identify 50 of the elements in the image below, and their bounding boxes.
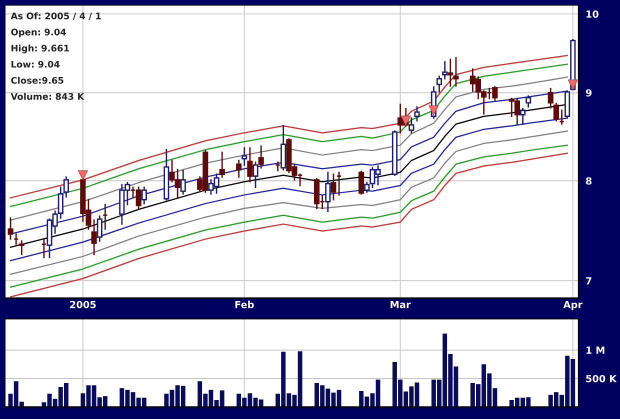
line-series <box>10 117 568 262</box>
candlestick <box>442 61 448 80</box>
candlestick <box>236 160 242 178</box>
annotation: Open: 9.04 <box>11 28 66 38</box>
x-tick-label: Mar <box>390 300 411 308</box>
candlestick <box>219 152 225 178</box>
candlestick <box>553 102 559 122</box>
y-tick-label: 9 <box>586 89 592 97</box>
annotation: As Of: 2005 / 4 / 1 <box>10 12 101 20</box>
candlestick <box>63 176 69 198</box>
candlestick <box>280 125 286 170</box>
y-tick-label: 500 K <box>586 374 617 382</box>
annotation: High: 9.661 <box>12 44 69 54</box>
annotation: Low: 9.04 <box>12 60 60 68</box>
candlestick <box>96 215 102 242</box>
point <box>568 79 578 90</box>
candlestick <box>526 95 532 108</box>
x-tick-label: Apr <box>563 300 583 310</box>
line-series <box>10 130 568 275</box>
y-tick-label: 10 <box>586 10 598 18</box>
candlestick <box>8 217 14 240</box>
candlestick <box>242 147 248 166</box>
point <box>428 105 439 116</box>
candlestick <box>325 172 331 212</box>
annotation: Volume: 843 K <box>10 92 84 100</box>
candlestick <box>18 240 24 256</box>
point <box>78 170 88 180</box>
candlestick <box>436 76 442 93</box>
x-tick-label: 2005 <box>70 300 96 308</box>
y-tick-label: 7 <box>586 277 592 284</box>
candlestick <box>453 57 459 87</box>
candlestick <box>414 106 420 122</box>
candlestick <box>180 170 186 195</box>
candlestick <box>91 219 97 256</box>
candlestick <box>448 58 454 87</box>
candlestick <box>408 117 414 134</box>
candlestick <box>258 145 264 169</box>
y-tick-label: 8 <box>586 177 592 185</box>
candlestick <box>252 162 258 188</box>
line-series <box>10 76 568 221</box>
y-tick-label: 1 M <box>586 346 604 354</box>
candlestick <box>141 186 147 204</box>
point <box>400 116 411 126</box>
candlestick <box>358 170 364 195</box>
candlestick <box>520 108 526 125</box>
candlestick <box>330 174 336 200</box>
candlestick <box>548 88 554 109</box>
x-tick-label: Feb <box>235 300 254 308</box>
annotation: Close:9.65 <box>11 76 64 84</box>
candlestick <box>247 147 253 182</box>
